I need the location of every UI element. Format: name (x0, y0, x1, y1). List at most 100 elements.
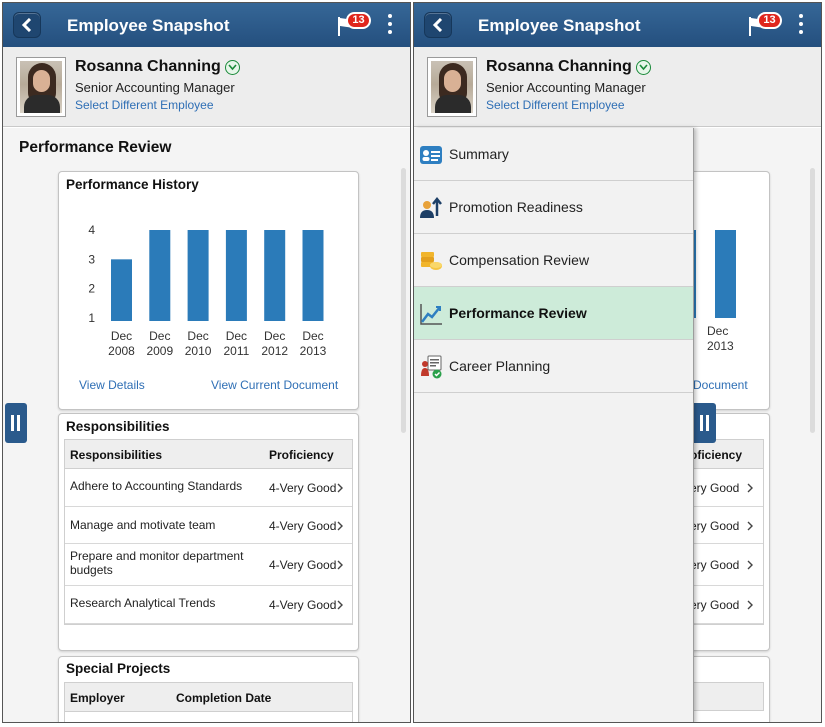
x-tick-label: 2010 (185, 344, 212, 357)
special-projects-card: Special Projects Employer Completion Dat… (58, 656, 359, 722)
x-tick-label: Dec (111, 329, 132, 343)
performance-history-title: Performance History (66, 177, 199, 192)
main-content: Performance Review Performance History 1… (3, 128, 410, 722)
chart-bar (264, 230, 286, 321)
menu-item-label: Compensation Review (449, 252, 590, 268)
app-title: Employee Snapshot (67, 16, 230, 35)
menu-item-promotion-readiness[interactable]: Promotion Readiness (414, 181, 693, 234)
employee-name: Rosanna Channing (486, 58, 632, 75)
proficiency-value: ery Good (690, 481, 740, 495)
y-tick-label: 2 (88, 282, 95, 296)
related-actions-icon[interactable] (636, 60, 651, 75)
performance-history-card: Performance History 1 2 3 4 Dec 2008 Dec 2009 De… (58, 171, 359, 410)
special-projects-table: Employer Completion Date (64, 682, 353, 722)
chevron-right-icon (337, 521, 343, 531)
employee-photo (16, 57, 66, 117)
x-tick-label: Dec (149, 329, 170, 343)
menu-item-label: Performance Review (449, 305, 587, 321)
select-different-employee-link[interactable]: Select Different Employee (486, 98, 625, 112)
proficiency-value: ery Good (690, 558, 740, 572)
table-header: Employer Completion Date (65, 683, 352, 712)
compensation-icon (421, 252, 442, 270)
promotion-icon (420, 196, 442, 218)
x-tick-label-month: Dec (707, 324, 728, 338)
scrollbar[interactable] (401, 168, 406, 433)
proficiency-value: 4-Very Good (269, 519, 337, 533)
menu-item-label: Summary (449, 146, 509, 162)
menu-item-summary[interactable]: Summary (414, 128, 693, 181)
performance-history-card-partial: 2 Dec 2013 Document (690, 171, 770, 410)
table-row[interactable]: Adhere to Accounting Standards 4-Very Go… (65, 469, 352, 507)
employee-job-title: Senior Accounting Manager (75, 80, 235, 95)
proficiency-value: 4-Very Good (269, 481, 337, 495)
x-tick-label: 2013 (300, 344, 327, 357)
chevron-right-icon (747, 560, 753, 570)
menu-item-career-planning[interactable]: Career Planning (414, 340, 693, 393)
menu-item-performance-review[interactable]: Performance Review (414, 287, 693, 340)
responsibilities-card: Responsibilities Responsibilities Profic… (58, 413, 359, 651)
x-tick-label: 2011 (223, 344, 249, 357)
menu-item-label: Promotion Readiness (449, 199, 583, 215)
back-button[interactable] (424, 12, 452, 38)
view-current-document-link-partial[interactable]: Document (693, 378, 748, 392)
chart-bar (187, 230, 209, 321)
table-row[interactable]: ery Good (690, 507, 763, 544)
x-tick-label: Dec (264, 329, 285, 343)
x-tick-label-year: 2013 (707, 339, 734, 353)
y-tick-label: 3 (88, 252, 95, 266)
notifications-button[interactable]: 13 (336, 12, 372, 39)
view-current-document-link[interactable]: View Current Document (211, 378, 339, 392)
performance-history-chart-partial: 2 Dec 2013 (690, 230, 736, 353)
notification-badge: 13 (346, 12, 371, 29)
summary-icon (420, 146, 442, 164)
proficiency-value: 4-Very Good (269, 558, 337, 572)
employee-snapshot-panel-right: Employee Snapshot 13 Rosanna Channing Se… (413, 2, 822, 723)
responsibilities-table: Responsibilities Proficiency Adhere to A… (64, 439, 353, 625)
chart-bar (111, 259, 132, 321)
table-row[interactable]: ery Good (690, 544, 763, 586)
responsibilities-table-partial: oficiency ery Good ery Good ery Good ery… (690, 439, 764, 625)
employee-job-title: Senior Accounting Manager (486, 80, 646, 95)
column-header-proficiency: Proficiency (269, 448, 334, 462)
scrollbar[interactable] (810, 168, 815, 433)
column-header-completion-date: Completion Date (176, 691, 272, 705)
more-menu-button[interactable] (797, 14, 805, 38)
side-panel-toggle[interactable] (694, 403, 716, 443)
chevron-left-icon (21, 18, 32, 32)
employee-header: Rosanna Channing Senior Accounting Manag… (414, 47, 821, 127)
chevron-right-icon (337, 483, 343, 493)
back-button[interactable] (13, 12, 41, 38)
side-panel-toggle[interactable] (5, 403, 27, 443)
table-header: oficiency (690, 440, 763, 469)
table-row[interactable]: Manage and motivate team 4-Very Good (65, 507, 352, 544)
more-menu-button[interactable] (386, 14, 394, 38)
table-row[interactable]: Prepare and monitor department budgets 4… (65, 544, 352, 586)
section-title: Performance Review (19, 139, 172, 156)
employee-header: Rosanna Channing Senior Accounting Manag… (3, 47, 410, 127)
select-different-employee-link[interactable]: Select Different Employee (75, 98, 214, 112)
y-tick-label: 1 (88, 311, 95, 325)
table-row[interactable]: ery Good (690, 586, 763, 624)
performance-icon (420, 304, 442, 325)
table-row[interactable]: Research Analytical Trends 4-Very Good (65, 586, 352, 624)
menu-item-compensation-review[interactable]: Compensation Review (414, 234, 693, 287)
notifications-button[interactable]: 13 (747, 12, 783, 39)
responsibility-name: Manage and motivate team (70, 518, 216, 532)
app-title: Employee Snapshot (478, 16, 641, 35)
proficiency-value: ery Good (690, 519, 740, 533)
proficiency-value: 4-Very Good (269, 598, 337, 612)
x-tick-label: 2012 (261, 344, 288, 357)
chart-bar (225, 230, 247, 321)
chevron-right-icon (337, 560, 343, 570)
special-projects-title: Special Projects (66, 661, 171, 676)
table-row[interactable]: ery Good (690, 469, 763, 507)
column-header-proficiency: oficiency (690, 448, 743, 462)
view-details-link[interactable]: View Details (79, 378, 145, 392)
notification-badge: 13 (757, 12, 782, 29)
employee-name: Rosanna Channing (75, 58, 221, 75)
performance-history-chart: 1234Dec2008Dec2009Dec2010Dec2011Dec2012D… (88, 223, 327, 357)
x-tick-label: Dec (187, 329, 208, 343)
chevron-right-icon (747, 521, 753, 531)
x-tick-label: Dec (226, 329, 247, 343)
related-actions-icon[interactable] (225, 60, 240, 75)
